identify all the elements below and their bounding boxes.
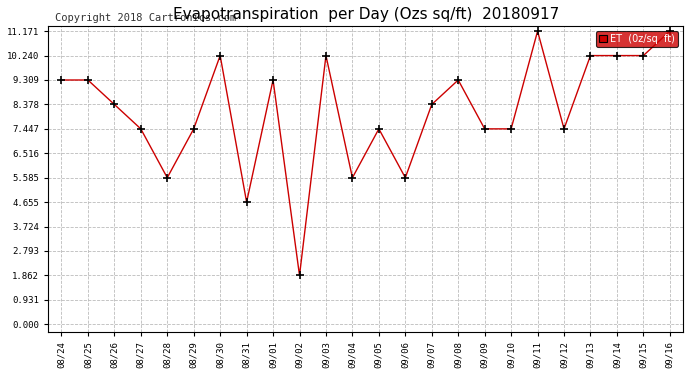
Title: Evapotranspiration  per Day (Ozs sq/ft)  20180917: Evapotranspiration per Day (Ozs sq/ft) 2… xyxy=(172,7,559,22)
Text: Copyright 2018 Cartronics.com: Copyright 2018 Cartronics.com xyxy=(55,13,236,23)
Legend: ET  (0z/sq  ft): ET (0z/sq ft) xyxy=(596,31,678,46)
